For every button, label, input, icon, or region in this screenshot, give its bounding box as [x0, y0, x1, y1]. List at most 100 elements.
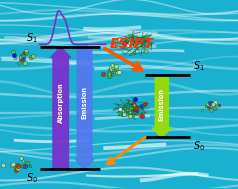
FancyArrow shape [51, 47, 71, 170]
Point [200, 108, 204, 111]
Point [110, 72, 114, 75]
Point [209, 105, 213, 108]
Text: $S_0$: $S_0$ [26, 171, 38, 185]
Point [140, 114, 144, 117]
Point [129, 37, 133, 40]
Point [111, 69, 115, 72]
Point [31, 54, 35, 57]
Point [208, 104, 211, 107]
Point [208, 101, 212, 104]
Point [10, 164, 14, 167]
Point [21, 54, 25, 57]
Point [21, 58, 25, 61]
FancyArrow shape [75, 47, 94, 170]
Point [126, 41, 130, 44]
Point [133, 41, 136, 44]
Point [17, 165, 21, 168]
Point [114, 67, 118, 70]
Point [133, 98, 137, 101]
Point [206, 102, 210, 105]
Point [148, 43, 151, 46]
Point [24, 50, 28, 53]
Point [16, 167, 20, 170]
Point [21, 55, 25, 58]
Text: Emission: Emission [81, 86, 88, 119]
Point [118, 112, 122, 115]
Point [13, 56, 16, 59]
Point [11, 162, 15, 165]
Point [16, 164, 20, 167]
Point [209, 109, 213, 112]
Point [134, 42, 138, 45]
Point [12, 54, 16, 57]
Point [121, 110, 125, 113]
Point [207, 104, 211, 107]
Point [132, 108, 136, 111]
Point [11, 51, 15, 54]
Point [24, 52, 28, 55]
Point [144, 103, 147, 106]
Point [17, 165, 21, 168]
Point [1, 163, 5, 167]
Point [139, 104, 143, 107]
Point [133, 104, 136, 107]
Point [132, 50, 136, 53]
Point [130, 36, 134, 39]
Point [131, 41, 135, 44]
Point [23, 61, 27, 64]
Point [30, 55, 33, 58]
Point [134, 106, 138, 109]
Point [20, 57, 23, 60]
Point [17, 61, 21, 64]
Point [135, 110, 139, 113]
Point [19, 55, 23, 58]
Point [129, 107, 133, 110]
Point [131, 107, 134, 110]
Point [15, 164, 19, 167]
Text: ESIPT: ESIPT [110, 37, 154, 51]
Point [132, 43, 136, 46]
Point [110, 64, 114, 67]
Point [117, 70, 121, 73]
Point [22, 52, 26, 55]
Point [144, 49, 148, 52]
Point [108, 72, 112, 75]
Point [16, 164, 20, 167]
Text: Absorption: Absorption [58, 82, 64, 123]
Point [113, 68, 117, 71]
Point [107, 70, 111, 73]
Point [213, 106, 217, 109]
Point [109, 68, 113, 71]
Point [28, 165, 32, 168]
Point [123, 113, 126, 116]
Point [129, 107, 133, 110]
Point [117, 37, 121, 40]
Point [211, 104, 215, 107]
Point [127, 37, 130, 40]
Point [211, 105, 215, 108]
Text: $S_0$: $S_0$ [193, 139, 205, 153]
Point [19, 55, 23, 58]
Point [204, 105, 208, 108]
Point [129, 107, 133, 110]
Point [122, 41, 126, 44]
Point [21, 164, 25, 167]
Point [115, 71, 119, 74]
Point [128, 110, 132, 113]
Text: $S_1$: $S_1$ [193, 60, 205, 74]
Point [14, 169, 18, 172]
Point [133, 43, 137, 46]
Point [106, 70, 110, 73]
Point [114, 43, 117, 46]
Point [208, 103, 212, 106]
Point [128, 41, 132, 44]
Point [107, 73, 111, 76]
Point [21, 55, 25, 58]
Point [126, 44, 130, 47]
Point [213, 101, 217, 104]
Point [23, 164, 27, 167]
Point [25, 161, 29, 164]
FancyArrow shape [152, 75, 172, 137]
Point [123, 107, 127, 110]
Point [134, 42, 138, 45]
